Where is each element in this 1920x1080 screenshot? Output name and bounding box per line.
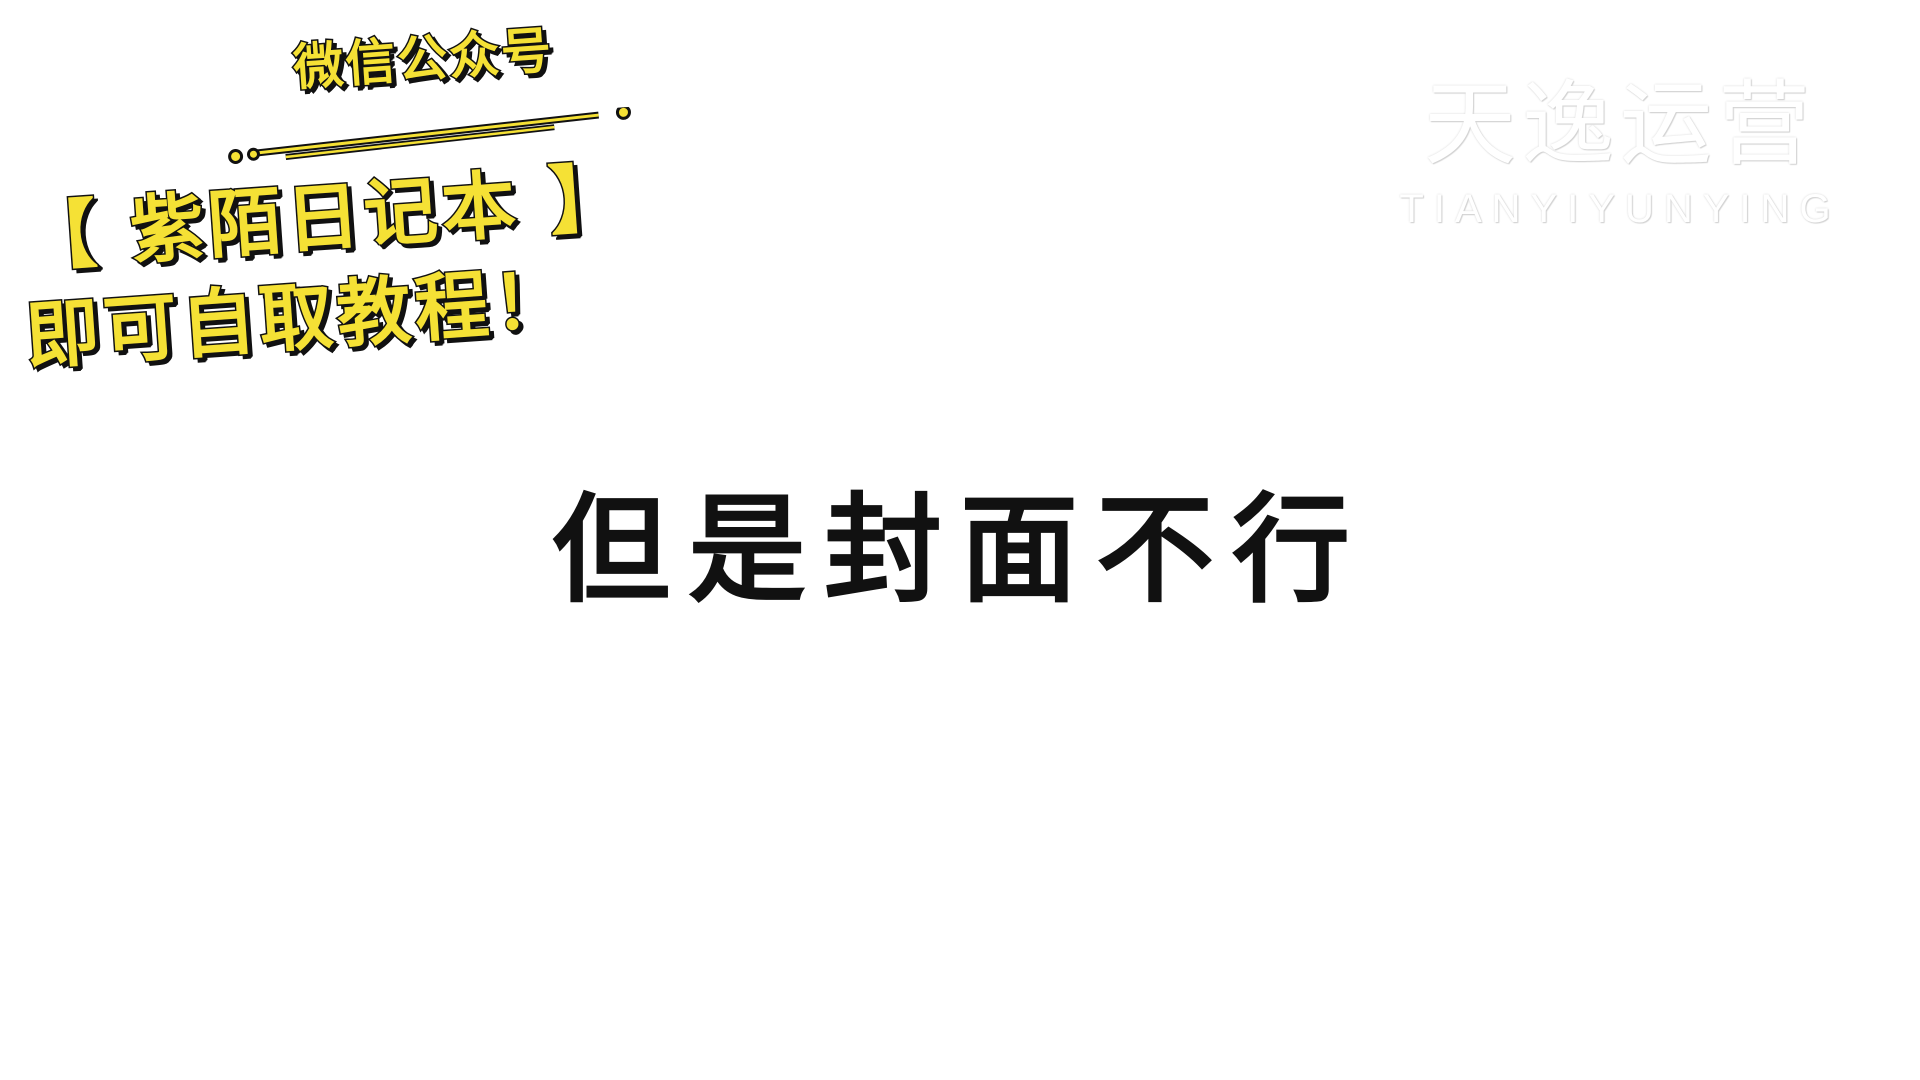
- promo-banner: 微信公众号 【 紫陌日记本 】 即可自取教程！: [0, 0, 676, 420]
- watermark-pinyin: TIANYIYUNYING: [1399, 187, 1841, 231]
- promo-wechat-label: 微信公众号: [290, 20, 556, 99]
- promo-divider: [228, 106, 631, 164]
- watermark-logo: 天逸运营 TIANYIYUNYING: [1390, 70, 1850, 232]
- video-subtitle: 但是封面不行: [551, 481, 1368, 619]
- watermark-title: 天逸运营: [1423, 71, 1816, 178]
